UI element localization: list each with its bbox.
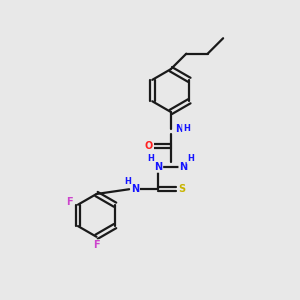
Text: N: N xyxy=(179,162,188,172)
Text: F: F xyxy=(66,197,73,207)
Text: H: H xyxy=(124,177,131,186)
Text: N: N xyxy=(154,162,162,172)
Text: N: N xyxy=(131,184,139,194)
Text: N: N xyxy=(175,124,183,134)
Text: S: S xyxy=(178,184,185,194)
Text: H: H xyxy=(187,154,194,163)
Text: F: F xyxy=(93,240,100,250)
Text: O: O xyxy=(145,141,153,151)
Text: H: H xyxy=(183,124,190,134)
Text: H: H xyxy=(148,154,154,163)
